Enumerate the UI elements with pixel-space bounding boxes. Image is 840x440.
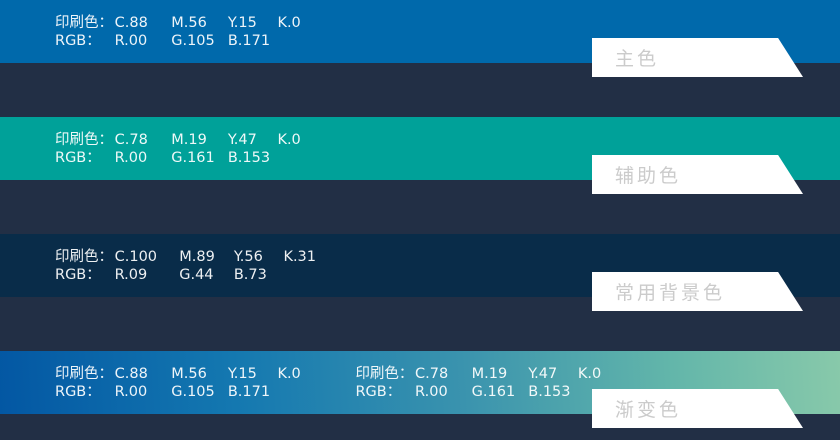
rgb-b-value: B.153 [227, 149, 271, 166]
rgb-r-value: R.09 [114, 266, 148, 283]
rgb-b-value: B.171 [227, 32, 271, 49]
tab-primary-label: 主色 [615, 48, 660, 70]
rgb-label: RGB： [55, 32, 101, 49]
rgb-g-value: G.105 [171, 383, 215, 400]
cmyk-y-value: Y.56 [233, 248, 263, 265]
rgb-g-value: G.44 [179, 266, 214, 283]
cmyk-row: 印刷色： C.78 M.19 Y.47 K.0 [55, 131, 329, 149]
cmyk-row: 印刷色： C.88 M.56 Y.15 K.0 [55, 365, 329, 383]
cmyk-c-value: C.78 [114, 131, 148, 148]
print-color-label: 印刷色： [55, 365, 113, 382]
color-spec: 印刷色： C.88 M.56 Y.15 K.0 RGB： R.00 G.105 … [55, 14, 329, 50]
tab-common-background-color: 常用背景色 [592, 272, 803, 311]
cmyk-y-value: Y.47 [227, 131, 257, 148]
print-color-label: 印刷色： [55, 131, 113, 148]
cmyk-k-value: K.0 [277, 14, 301, 31]
cmyk-y-value: Y.15 [227, 14, 257, 31]
tab-gradient-label: 渐变色 [615, 399, 682, 421]
print-color-label: 印刷色： [55, 248, 113, 265]
rgb-b-value: B.171 [227, 383, 271, 400]
primary-color-band: 印刷色： C.88 M.56 Y.15 K.0 RGB： R.00 G.105 … [0, 0, 840, 63]
cmyk-m-value: M.56 [171, 14, 207, 31]
cmyk-k-value: K.31 [283, 248, 317, 265]
rgb-b-value: B.153 [528, 383, 571, 400]
color-spec: 印刷色： C.78 M.19 Y.47 K.0 RGB： R.00 G.161 … [55, 131, 329, 167]
cmyk-m-value: M.19 [171, 131, 207, 148]
rgb-r-value: R.00 [114, 149, 148, 166]
rgb-label: RGB： [55, 149, 101, 166]
rgb-label: RGB： [55, 266, 101, 283]
cmyk-c-value: C.78 [415, 365, 449, 382]
color-spec: 印刷色： C.88 M.56 Y.15 K.0 RGB： R.00 G.105 … [55, 365, 329, 401]
cmyk-row: 印刷色： C.78 M.19 Y.47 K.0 [355, 365, 629, 383]
cmyk-c-value: C.100 [114, 248, 158, 265]
cmyk-k-value: K.0 [277, 131, 301, 148]
rgb-row: RGB： R.00 G.161 B.153 [355, 383, 629, 401]
rgb-row: RGB： R.09 G.44 B.73 [55, 266, 335, 284]
print-color-label: 印刷色： [355, 365, 414, 382]
cmyk-m-value: M.19 [471, 365, 508, 382]
cmyk-k-value: K.0 [277, 365, 301, 382]
rgb-g-value: G.105 [171, 32, 215, 49]
tab-secondary-color: 辅助色 [592, 155, 803, 194]
print-color-label: 印刷色： [55, 14, 113, 31]
tab-gradient-color: 渐变色 [592, 389, 803, 428]
cmyk-c-value: C.88 [114, 365, 148, 382]
color-spec: 印刷色： C.78 M.19 Y.47 K.0 RGB： R.00 G.161 … [355, 365, 629, 401]
tab-secondary-label: 辅助色 [615, 165, 682, 187]
cmyk-c-value: C.88 [114, 14, 148, 31]
cmyk-y-value: Y.15 [227, 365, 257, 382]
rgb-b-value: B.73 [233, 266, 267, 283]
cmyk-k-value: K.0 [577, 365, 602, 382]
rgb-row: RGB： R.00 G.105 B.171 [55, 383, 329, 401]
cmyk-m-value: M.89 [179, 248, 215, 265]
rgb-r-value: R.00 [114, 383, 148, 400]
tab-primary-color: 主色 [592, 38, 803, 77]
cmyk-m-value: M.56 [171, 365, 207, 382]
rgb-label: RGB： [55, 383, 101, 400]
rgb-label: RGB： [355, 383, 402, 400]
cmyk-y-value: Y.47 [528, 365, 558, 382]
rgb-row: RGB： R.00 G.105 B.171 [55, 32, 329, 50]
rgb-r-value: R.00 [415, 383, 448, 400]
cmyk-row: 印刷色： C.100 M.89 Y.56 K.31 [55, 248, 335, 266]
rgb-g-value: G.161 [171, 149, 215, 166]
rgb-g-value: G.161 [471, 383, 516, 400]
tab-common-background-label: 常用背景色 [615, 282, 726, 304]
cmyk-row: 印刷色： C.88 M.56 Y.15 K.0 [55, 14, 329, 32]
rgb-row: RGB： R.00 G.161 B.153 [55, 149, 329, 167]
rgb-r-value: R.00 [114, 32, 148, 49]
color-spec: 印刷色： C.100 M.89 Y.56 K.31 RGB： R.09 G.44… [55, 248, 335, 284]
